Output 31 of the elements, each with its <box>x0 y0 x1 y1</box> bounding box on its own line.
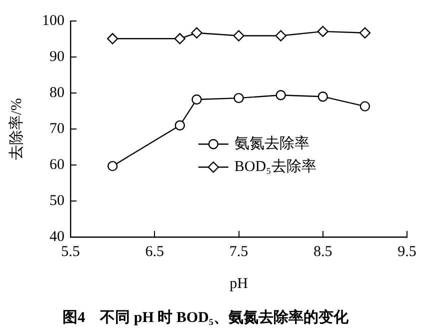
x-tick-label: 5.5 <box>61 244 80 260</box>
point <box>359 27 371 38</box>
point <box>275 30 286 42</box>
point <box>107 160 118 172</box>
point <box>174 120 185 130</box>
y-tick-label: 50 <box>50 192 64 209</box>
legend-label: 氨氮去除率 <box>234 135 310 152</box>
x-tick-label: 7.5 <box>229 244 248 260</box>
point <box>233 30 244 42</box>
point <box>106 33 118 44</box>
x-axis-title: pH <box>230 276 248 292</box>
y-tick-label: 70 <box>50 120 64 137</box>
y-tick-label: 40 <box>50 228 64 245</box>
y-tick-label: 100 <box>42 12 64 29</box>
y-tick-label: 90 <box>50 48 64 65</box>
point <box>276 90 286 100</box>
point <box>192 94 202 105</box>
legend-label: BOD₅去除率 <box>234 158 316 176</box>
point <box>317 26 328 38</box>
text: 图4 不同 pH 时 BOD₅、氨氮去除率的变化 <box>62 308 350 326</box>
x-tick-label: 9.5 <box>398 244 416 260</box>
point <box>234 92 244 104</box>
point <box>174 33 186 44</box>
point <box>360 101 370 112</box>
point <box>318 92 328 102</box>
y-tick-label: 60 <box>50 156 64 173</box>
point <box>191 27 202 38</box>
x-tick-label: 6.5 <box>145 244 164 260</box>
x-tick-label: 8.5 <box>314 244 332 260</box>
y-axis-title: 去除率/% <box>8 98 25 160</box>
y-tick-label: 80 <box>50 84 64 101</box>
